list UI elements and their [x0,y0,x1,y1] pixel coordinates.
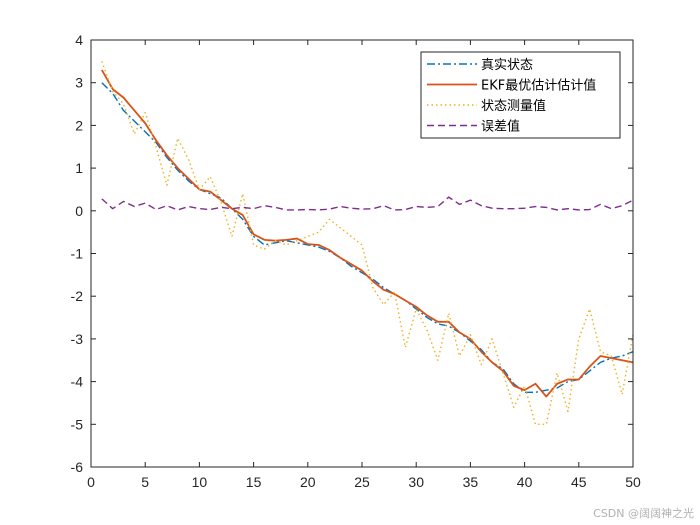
y-tick-label: -4 [71,374,84,390]
x-tick-label: 15 [246,474,262,490]
x-tick-label: 25 [354,474,370,490]
axes-layer: 0 5 10 15 20 25 30 35 40 45 50 -6 -5 -4 -3 -2 -1 0 1 2 3 4 [71,32,641,490]
series-line-1 [101,69,634,398]
y-tick-label: -5 [71,416,84,432]
legend-label-1: EKF最优估计估计值 [481,78,596,94]
y-tick-label: 2 [75,117,83,133]
y-tick-label: 1 [75,160,83,176]
y-tick-label: -3 [71,331,84,347]
legend-box [420,51,621,139]
x-tick-label: 30 [408,474,424,490]
series-layer [101,61,634,425]
y-tick-label: 3 [75,75,83,91]
series-line-2 [101,61,634,425]
y-tick-label: 0 [75,203,83,219]
x-tick-label: 5 [141,474,149,490]
legend-label-3: 误差值 [481,119,520,135]
x-tick-label: 35 [463,474,479,490]
x-tick-label: 0 [87,474,95,490]
watermark: CSDN @阔阔神之光 [593,507,694,520]
x-tick-label: 50 [625,474,641,490]
legend-label-0: 真实状态 [481,58,533,73]
series-line-0 [101,82,634,393]
x-tick-label: 45 [571,474,587,490]
y-tick-label: 4 [75,32,83,48]
x-tick-label: 10 [192,474,208,490]
y-tick-label: -1 [71,246,84,262]
y-tick-label: -2 [71,288,84,304]
y-tick-label: -6 [71,459,84,475]
series-line-3 [101,196,634,211]
x-tick-label: 40 [517,474,533,490]
x-tick-label: 20 [300,474,316,490]
legend-label-2: 状态测量值 [481,98,546,114]
